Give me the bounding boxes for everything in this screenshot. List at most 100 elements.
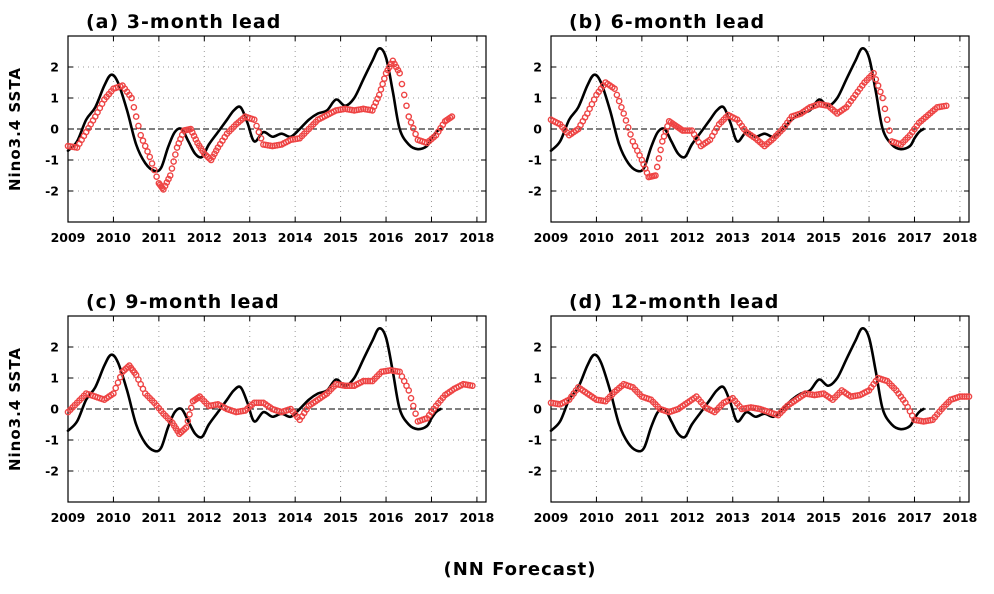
forecast-point — [137, 131, 144, 139]
panel-b: (b) 6-month lead 2009 2010 2011 2012 2013 2014… — [528, 11, 977, 245]
forecast-point — [870, 69, 877, 77]
panel-title: (c) 9-month lead — [86, 291, 280, 313]
forecast-point — [377, 86, 385, 93]
y-tick-label: 2 — [50, 60, 59, 75]
forecast-point — [963, 393, 971, 400]
y-tick-label: 1 — [50, 91, 59, 106]
forecast-point — [257, 134, 265, 142]
forecast-point — [187, 125, 194, 133]
observed-series-line — [549, 327, 925, 453]
x-tick-label: 2013 — [715, 510, 750, 525]
forecast-point — [132, 113, 140, 120]
forecast-point — [166, 172, 174, 179]
forecast-point — [110, 390, 117, 397]
x-tick-label: 2016 — [852, 510, 887, 525]
x-tick-label: 2010 — [96, 510, 131, 525]
y-tick-label: 2 — [50, 340, 59, 355]
forecast-point — [613, 91, 621, 99]
forecast-point — [112, 384, 120, 392]
forecast-point — [653, 163, 661, 171]
forecast-point — [186, 411, 193, 418]
y-tick-label: -2 — [45, 184, 59, 199]
forecast-point — [403, 102, 410, 110]
y-tick-label: -2 — [45, 464, 59, 479]
x-tick-label: 2018 — [460, 510, 495, 525]
panel-a: (a) 3-month lead Nino3.4 SSTA 2009 2010 2011… — [6, 11, 494, 245]
x-tick-label: 2009 — [534, 230, 569, 245]
x-tick-label: 2010 — [96, 230, 131, 245]
y-tick-label: -1 — [528, 153, 542, 168]
forecast-point — [627, 131, 634, 138]
x-tick-label: 2009 — [534, 510, 569, 525]
x-tick-label: 2018 — [943, 510, 978, 525]
forecast-point — [407, 119, 415, 126]
forecast-point — [170, 158, 177, 165]
x-tick-label: 2013 — [715, 230, 750, 245]
forecast-point — [160, 186, 167, 193]
forecast-point — [412, 130, 419, 138]
x-tick-label: 2011 — [624, 230, 659, 245]
y-tick-label: 0 — [50, 402, 59, 417]
forecast-point — [400, 91, 408, 99]
forecast-point — [146, 153, 154, 161]
forecast-point — [398, 80, 406, 88]
x-tick-label: 2012 — [670, 510, 705, 525]
forecast-point — [410, 124, 417, 132]
y-tick-label: -1 — [528, 433, 542, 448]
x-tick-label: 2015 — [806, 510, 841, 525]
forecast-point — [128, 94, 135, 102]
forecast-point — [405, 113, 413, 120]
y-tick-label: 2 — [533, 340, 542, 355]
forecast-point — [886, 127, 893, 134]
x-tick-label: 2014 — [761, 510, 796, 525]
forecast-point — [116, 373, 124, 381]
y-tick-label: 0 — [533, 402, 542, 417]
y-axis-label: Nino3.4 SSTA — [6, 67, 24, 191]
forecast-series — [64, 362, 476, 438]
x-tick-label: 2011 — [141, 230, 176, 245]
forecast-point — [161, 182, 169, 190]
forecast-point — [135, 122, 142, 130]
x-tick-label: 2009 — [51, 510, 86, 525]
y-tick-label: 0 — [533, 122, 542, 137]
y-tick-label: -2 — [528, 184, 542, 199]
forecast-point — [253, 122, 260, 130]
forecast-point — [381, 75, 388, 82]
forecast-point — [624, 124, 632, 131]
forecast-point — [153, 173, 160, 180]
forecast-point — [148, 160, 156, 167]
forecast-series — [547, 69, 950, 181]
forecast-point — [879, 94, 886, 102]
y-tick-label: 0 — [50, 122, 59, 137]
forecast-point — [407, 394, 415, 402]
forecast-point — [618, 104, 625, 111]
forecast-point — [182, 424, 190, 431]
y-tick-label: -1 — [45, 153, 59, 168]
forecast-point — [396, 69, 403, 77]
panel-title: (a) 3-month lead — [86, 11, 281, 33]
forecast-point — [172, 151, 179, 158]
x-tick-label: 2014 — [278, 510, 313, 525]
x-tick-label: 2016 — [852, 230, 887, 245]
forecast-point — [965, 393, 973, 400]
forecast-point — [141, 142, 149, 150]
forecast-point — [620, 110, 627, 117]
forecast-series — [64, 57, 456, 193]
forecast-point — [165, 175, 172, 183]
x-tick-label: 2018 — [460, 230, 495, 245]
forecast-point — [657, 146, 664, 154]
x-tick-label: 2012 — [187, 230, 222, 245]
forecast-point — [250, 116, 258, 123]
x-tick-label: 2009 — [51, 230, 86, 245]
x-tick-label: 2010 — [579, 230, 614, 245]
forecast-point — [874, 82, 882, 89]
forecast-point — [405, 387, 413, 394]
y-tick-label: 1 — [533, 91, 542, 106]
forecast-point — [877, 88, 884, 96]
x-tick-label: 2017 — [414, 510, 449, 525]
forecast-point — [622, 117, 630, 124]
observed-series-line — [549, 47, 925, 173]
x-tick-label: 2015 — [323, 510, 358, 525]
x-tick-label: 2010 — [579, 510, 614, 525]
